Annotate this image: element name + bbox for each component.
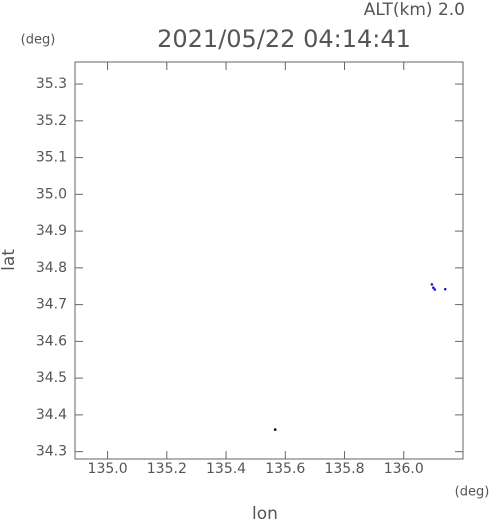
x-tick-label: 135.2	[147, 461, 187, 477]
y-tick-label: 35.2	[36, 113, 67, 129]
x-unit: (deg)	[455, 485, 490, 500]
altitude-label: ALT(km) 2.0	[364, 0, 465, 20]
plot-frame	[74, 61, 464, 460]
x-tick-label: 135.4	[206, 461, 246, 477]
y-tick-label: 34.4	[36, 407, 67, 423]
x-tick-label: 135.0	[88, 461, 128, 477]
y-tick-label: 34.8	[36, 260, 67, 276]
y-tick-label: 34.9	[36, 223, 67, 239]
y-tick-label: 34.7	[36, 297, 67, 313]
point	[433, 288, 437, 291]
x-axis-label: lon	[252, 504, 278, 521]
y-axis-label: lat	[0, 249, 19, 271]
point	[443, 287, 447, 291]
x-tick-label: 136.0	[384, 461, 424, 477]
y-tick-label: 35.3	[36, 76, 67, 92]
y-tick-label: 34.6	[36, 333, 67, 349]
y-unit: (deg)	[21, 33, 56, 48]
chart-title: 2021/05/22 04:14:41	[157, 25, 411, 53]
point	[430, 283, 434, 286]
x-tick-label: 135.6	[265, 461, 305, 477]
y-tick-label: 35.0	[36, 186, 67, 202]
x-tick-label: 135.8	[324, 461, 364, 477]
y-tick-label: 35.1	[36, 150, 67, 166]
y-tick-label: 34.5	[36, 370, 67, 386]
point	[273, 428, 277, 431]
point	[432, 286, 435, 290]
y-tick-label: 34.3	[36, 444, 67, 460]
